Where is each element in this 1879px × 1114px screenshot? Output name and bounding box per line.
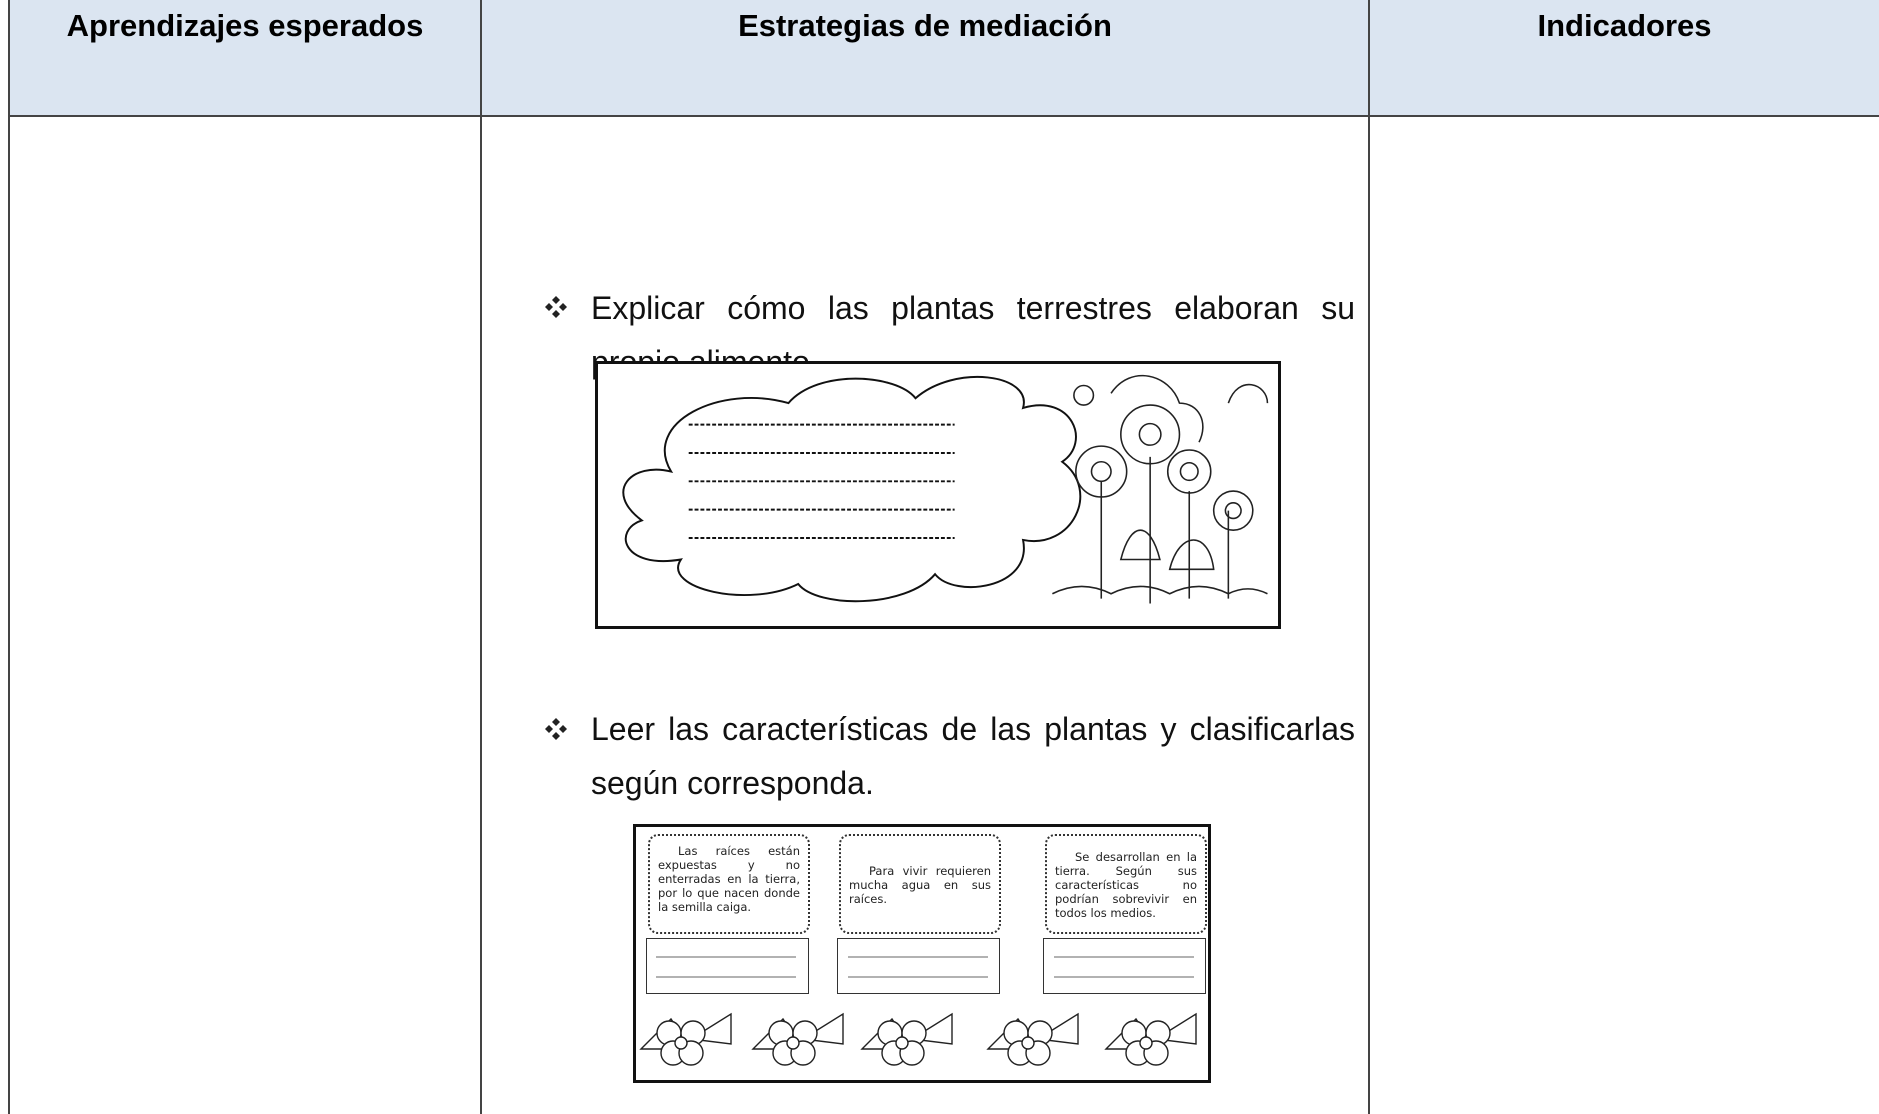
header-text: Aprendizajes esperados: [66, 8, 424, 43]
header-cell: Indicadores: [1370, 0, 1879, 117]
header-cell: Estrategias de mediación: [482, 0, 1370, 117]
card-text: Para vivir requieren mucha agua en sus r…: [839, 834, 1001, 934]
illustration: [595, 361, 1281, 629]
header-text: Estrategias de mediación: [738, 8, 1112, 43]
decoration: [639, 956, 1197, 1066]
bullet-icon: [545, 718, 567, 740]
card-text: Se desarrollan en la tierra. Según sus c…: [1045, 834, 1207, 934]
bullet-icon: [545, 296, 567, 318]
strategy-text: Leer las características de las plantas …: [591, 711, 1355, 801]
illustration: Las raíces están expuestas y no enterrad…: [633, 824, 1211, 1083]
card-text: Las raíces están expuestas y no enterrad…: [648, 834, 810, 934]
answer-box: [837, 938, 1000, 994]
body-cell: [482, 117, 1370, 1114]
answer-box: [646, 938, 809, 994]
body-cell: [1370, 117, 1879, 1114]
header-cell: Aprendizajes esperados: [8, 0, 482, 117]
body-cell: [8, 117, 482, 1114]
answer-box: [1043, 938, 1206, 994]
header-text: Indicadores: [1537, 8, 1712, 43]
